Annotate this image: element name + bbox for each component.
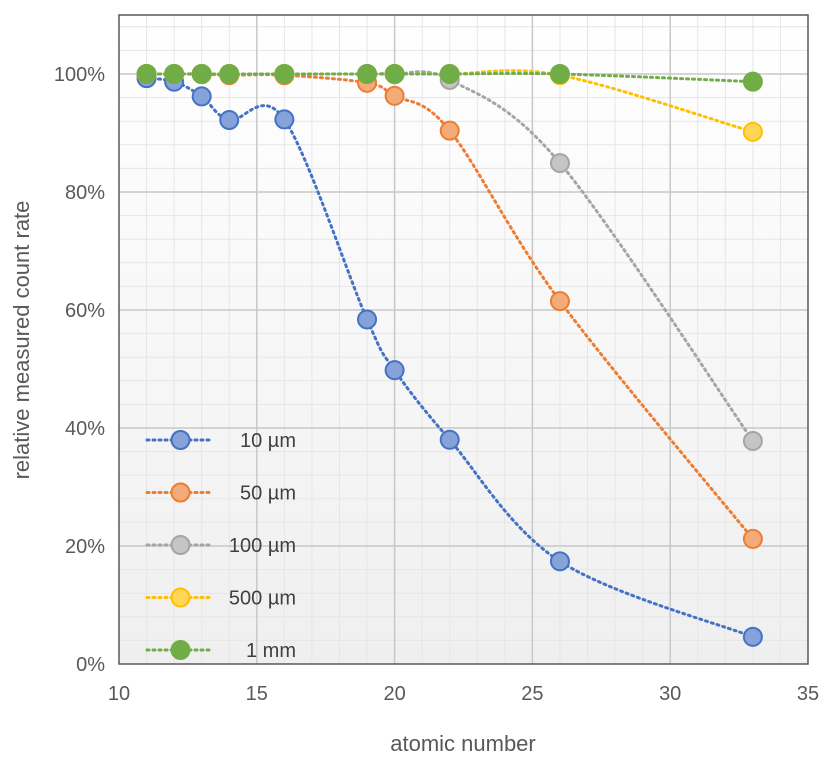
legend-marker-2: [170, 535, 191, 555]
y-tick-label: 100%: [54, 64, 105, 86]
data-point-series-3: [742, 121, 763, 142]
legend-marker-0: [170, 430, 191, 450]
x-tick-label: 35: [797, 683, 819, 705]
data-point-series-2: [549, 153, 570, 174]
plot-frame: [118, 14, 809, 665]
y-tick-label: 80%: [65, 182, 105, 204]
data-point-series-4: [219, 64, 240, 84]
data-point-series-4: [136, 64, 157, 84]
x-tick-label: 30: [659, 683, 681, 705]
data-point-series-4: [274, 64, 295, 84]
x-tick-label: 25: [521, 683, 543, 705]
legend-marker-1: [170, 482, 191, 503]
data-point-series-1: [549, 291, 570, 312]
plot-area: [119, 15, 808, 664]
data-point-series-4: [164, 64, 185, 84]
x-tick-label: 15: [246, 683, 268, 705]
legend-label-2: 100 µm: [229, 535, 296, 557]
data-point-series-4: [191, 64, 212, 84]
legend: 10 µm 50 µm 100 µm 500 µm 1 mm: [145, 430, 296, 662]
data-point-series-2: [742, 430, 763, 451]
x-tick-label: 20: [383, 683, 405, 705]
y-tick-label: 60%: [65, 300, 105, 322]
legend-marker-4: [170, 640, 191, 660]
data-point-series-0: [219, 110, 240, 131]
y-tick-label: 20%: [65, 536, 105, 558]
data-point-series-0: [357, 309, 378, 330]
legend-label-1: 50 µm: [240, 483, 296, 505]
y-axis-title: relative measured count rate: [9, 201, 34, 480]
data-point-series-0: [384, 360, 405, 381]
data-point-series-0: [742, 626, 763, 647]
tick-labels: 10 15 20 25 30 35 0% 20% 40% 60% 80% 100%: [54, 64, 819, 705]
data-point-series-0: [439, 429, 460, 450]
y-tick-label: 0%: [76, 654, 105, 676]
legend-label-4: 1 mm: [246, 640, 296, 662]
series-points: [136, 64, 763, 647]
data-point-series-4: [742, 71, 763, 92]
data-point-series-4: [549, 64, 570, 84]
data-point-series-0: [191, 86, 212, 107]
data-point-series-4: [439, 64, 460, 84]
x-axis-title: atomic number: [390, 731, 536, 756]
data-point-series-4: [357, 64, 378, 84]
data-point-series-0: [274, 109, 295, 130]
legend-label-3: 500 µm: [229, 588, 296, 610]
legend-label-0: 10 µm: [240, 430, 296, 452]
data-point-series-1: [384, 85, 405, 106]
data-point-series-0: [549, 551, 570, 572]
legend-marker-3: [170, 587, 191, 608]
data-point-series-1: [742, 528, 763, 549]
x-tick-label: 10: [108, 683, 130, 705]
data-point-series-4: [384, 64, 405, 84]
y-tick-label: 40%: [65, 418, 105, 440]
data-point-series-1: [439, 120, 460, 141]
